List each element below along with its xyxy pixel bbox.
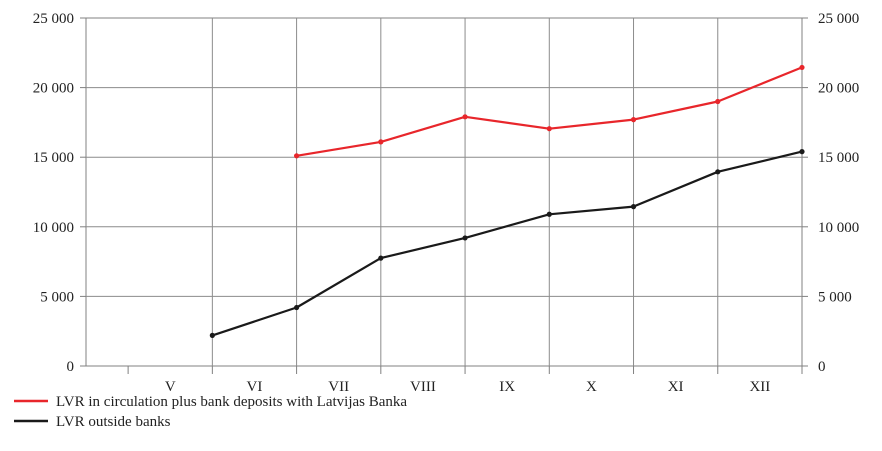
- x-tick-label: XII: [749, 379, 770, 395]
- data-point: [462, 114, 468, 120]
- x-tick-label: X: [586, 379, 597, 395]
- data-point: [209, 332, 215, 338]
- data-point: [715, 98, 721, 105]
- data-point: [378, 255, 384, 261]
- y-tick-label-left: 0: [67, 359, 75, 375]
- data-point: [546, 211, 552, 217]
- y-tick-label-right: 5 000: [818, 289, 852, 305]
- y-tick-label-right: 25 000: [818, 11, 859, 27]
- data-point: [799, 149, 805, 155]
- series-line-2: [212, 150, 803, 337]
- x-tick-label: XI: [668, 379, 684, 395]
- data-point: [630, 204, 637, 210]
- data-point: [799, 64, 805, 71]
- legend: LVR in circulation plus bank deposits wi…: [14, 394, 407, 430]
- y-tick-label-right: 10 000: [818, 220, 859, 236]
- grid-lines: [86, 18, 802, 366]
- x-tick-label: VI: [247, 379, 263, 395]
- axes: 0 0 5 000 5 000 10 000 10 000 15 000 15 000 20 0…: [33, 11, 860, 395]
- series-lines: [209, 64, 805, 338]
- y-tick-label-left: 15 000: [33, 150, 74, 166]
- legend-label: LVR in circulation plus bank deposits wi…: [56, 394, 407, 410]
- legend-label: LVR outside banks: [56, 414, 171, 430]
- data-point: [630, 117, 637, 123]
- x-tick-label: IX: [499, 379, 515, 395]
- y-tick-label-right: 20 000: [818, 81, 859, 97]
- data-point: [293, 304, 300, 311]
- data-point: [378, 139, 384, 145]
- x-tick-label: VII: [328, 379, 349, 395]
- x-tick-label: V: [165, 379, 176, 395]
- data-point: [462, 235, 468, 241]
- y-tick-label-right: 15 000: [818, 150, 859, 166]
- plot-area: [85, 17, 803, 367]
- x-tick-label: VIII: [410, 379, 436, 395]
- data-point: [715, 169, 721, 175]
- y-tick-label-left: 25 000: [33, 11, 74, 27]
- y-tick-label-left: 10 000: [33, 220, 74, 236]
- y-tick-label-left: 20 000: [33, 81, 74, 97]
- y-tick-label-left: 5 000: [40, 289, 74, 305]
- y-tick-label-right: 0: [818, 359, 826, 375]
- data-point: [546, 126, 552, 132]
- data-point: [293, 153, 300, 159]
